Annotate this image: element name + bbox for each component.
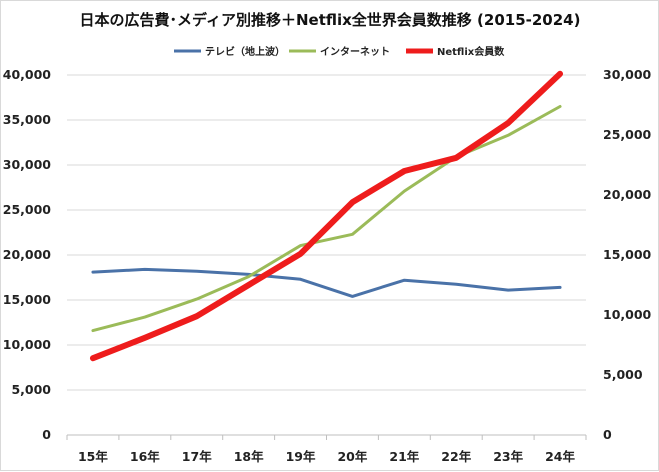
right-tick-label: 20,000 xyxy=(603,187,652,202)
x-tick-label: 24年 xyxy=(545,449,575,464)
left-tick-label: 25,000 xyxy=(3,202,52,217)
left-tick-label: 20,000 xyxy=(3,247,52,262)
legend-label: Netflix会員数 xyxy=(437,45,505,58)
right-tick-label: 30,000 xyxy=(603,67,652,82)
series-group xyxy=(93,74,560,358)
x-tick-label: 19年 xyxy=(286,449,316,464)
x-tick-label: 16年 xyxy=(130,449,160,464)
right-tick-label: 25,000 xyxy=(603,127,652,142)
left-axis: 0 5,000 10,000 15,000 20,000 25,000 30,000 35,0… xyxy=(3,67,52,442)
x-axis: 15年 16年 17年 18年 19年 20年 21年 22年 23年 24年 xyxy=(67,435,586,464)
x-tick-label: 20年 xyxy=(337,449,367,464)
right-tick-label: 0 xyxy=(603,427,612,442)
left-tick-label: 0 xyxy=(42,427,51,442)
x-tick-label: 17年 xyxy=(182,449,212,464)
legend: テレビ（地上波） インターネット Netflix会員数 xyxy=(174,45,505,58)
left-tick-label: 40,000 xyxy=(3,67,52,82)
legend-label: テレビ（地上波） xyxy=(205,45,285,58)
x-tick-label: 21年 xyxy=(389,449,419,464)
right-axis: 0 5,000 10,000 15,000 20,000 25,000 30,000 xyxy=(603,67,652,442)
gridlines xyxy=(67,75,586,435)
left-tick-label: 30,000 xyxy=(3,157,52,172)
left-tick-label: 5,000 xyxy=(11,382,51,397)
x-tick-label: 18年 xyxy=(234,449,264,464)
left-tick-label: 15,000 xyxy=(3,292,52,307)
chart-title: 日本の広告費･メディア別推移＋Netflix全世界会員数推移 (2015-202… xyxy=(80,11,581,29)
left-tick-label: 10,000 xyxy=(3,337,52,352)
right-tick-label: 15,000 xyxy=(603,247,652,262)
left-tick-label: 35,000 xyxy=(3,112,52,127)
x-tick-label: 15年 xyxy=(78,449,108,464)
right-tick-label: 5,000 xyxy=(603,367,643,382)
right-tick-label: 10,000 xyxy=(603,307,652,322)
series-line-1 xyxy=(93,107,560,331)
x-tick-label: 22年 xyxy=(441,449,471,464)
series-line-0 xyxy=(93,269,560,296)
series-line-2 xyxy=(93,74,560,358)
x-tick-label: 23年 xyxy=(493,449,523,464)
legend-label: インターネット xyxy=(320,46,390,58)
